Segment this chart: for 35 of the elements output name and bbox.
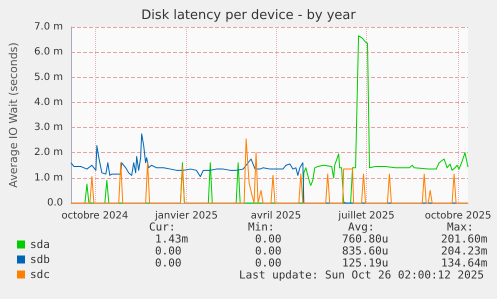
y-tick-label: 6.0 m	[34, 46, 63, 58]
text: Last update: Sun Oct 26 02:00:12 2025	[238, 268, 484, 282]
y-tick-label: 0.0	[47, 198, 63, 208]
text: Avg:	[348, 220, 374, 234]
x-tick-label: avril 2025	[250, 210, 302, 222]
text: 201.60m	[441, 232, 488, 246]
text: Cur:	[149, 220, 176, 234]
legend-label: sdb	[30, 253, 50, 266]
y-tick-label: 1.0 m	[34, 172, 63, 184]
text: Max:	[447, 220, 474, 234]
chart-title: Disk latency per device - by year	[141, 8, 356, 23]
y-tick-label: 7.0 m	[34, 22, 63, 32]
text: 835.60u	[342, 244, 388, 258]
y-tick-label: 3.0 m	[34, 122, 63, 134]
legend-label: sda	[30, 238, 50, 251]
y-tick-label: 2.0 m	[34, 147, 63, 158]
text: 1.43m	[155, 232, 188, 246]
text: 0.00	[155, 256, 182, 270]
y-tick-label: 4.0 m	[34, 96, 63, 108]
x-tick-label: octobre 2024	[62, 210, 128, 222]
x-tick-label: janvier 2025	[154, 210, 218, 222]
text: 760.80u	[342, 232, 388, 246]
text: 0.00	[255, 232, 282, 246]
text: 134.64m	[441, 256, 488, 270]
text: 204.23m	[441, 244, 488, 258]
text: 0.00	[255, 244, 282, 258]
y-axis-title: Average IO Wait (seconds)	[7, 42, 20, 188]
text: 0.00	[255, 256, 282, 270]
text: 0.00	[155, 244, 182, 258]
y-tick-label: 5.0 m	[34, 72, 63, 83]
x-tick-label: octobre 2025	[424, 210, 492, 222]
text: Min:	[248, 220, 274, 234]
x-tick-label: juillet 2025	[337, 210, 395, 222]
text: 125.19u	[342, 256, 388, 270]
legend-label: sdc	[30, 268, 50, 281]
